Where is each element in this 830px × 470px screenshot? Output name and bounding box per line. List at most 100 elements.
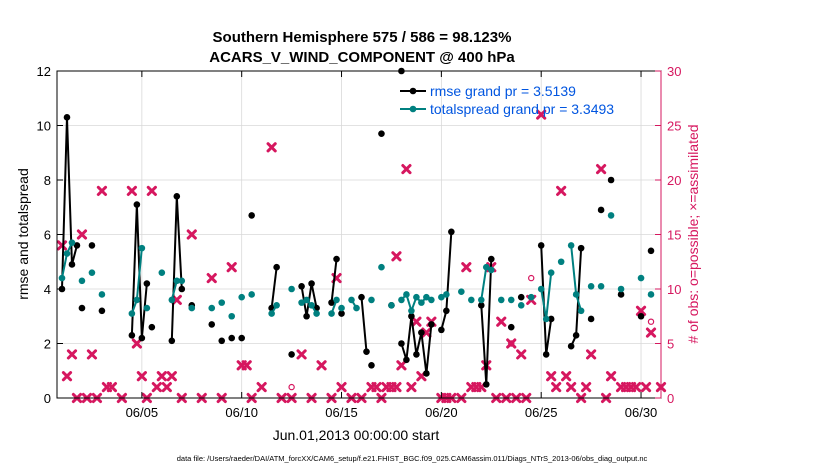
x-tick-label: 06/30 [625, 405, 658, 420]
x-axis-label: Jun.01,2013 00:00:00 start [273, 427, 440, 443]
obs-assimilated-cross [551, 382, 562, 393]
grid-layer [57, 71, 661, 398]
spread-point [428, 296, 435, 304]
rmse-point [328, 299, 335, 306]
obs-assimilated-cross [131, 338, 142, 349]
y-left-tick-label: 0 [44, 391, 51, 406]
obs-assimilated-marker [396, 360, 407, 371]
spread-point [567, 242, 575, 249]
y-right-tick-label: 20 [667, 173, 681, 188]
obs-assimilated-cross [146, 185, 157, 196]
spread-point [158, 269, 166, 276]
rmse-point [173, 193, 181, 200]
spread-point [338, 304, 345, 312]
obs-assimilated-cross [635, 305, 647, 316]
spread-point [348, 296, 355, 304]
spread-point [218, 299, 226, 306]
obs-assimilated-marker [161, 382, 172, 393]
obs-assimilated-cross [336, 382, 347, 393]
rmse-point [68, 261, 76, 268]
spread-point [208, 304, 216, 312]
obs-assimilated-cross [126, 185, 137, 196]
spread-point [477, 296, 485, 304]
spread-point [378, 263, 385, 271]
data-file-footer: data file: /Users/raeder/DAI/ATM_forcXX/… [177, 454, 648, 463]
y-right-tick-label: 25 [667, 119, 681, 134]
rmse-point [537, 242, 545, 249]
rmse-point [303, 312, 310, 320]
obs-assimilated-cross [561, 371, 572, 382]
obs-assimilated-cross [630, 382, 642, 393]
x-tick-label: 06/15 [325, 405, 358, 420]
rmse-point [378, 130, 385, 137]
obs-assimilated-cross [411, 316, 422, 327]
obs-assimilated-marker [640, 382, 652, 393]
obs-assimilated-marker [156, 371, 167, 382]
rmse-point [637, 312, 645, 320]
obs-assimilated-marker [171, 294, 182, 305]
obs-assimilated-cross [556, 185, 567, 196]
obs-assimilated-cross [171, 294, 182, 305]
y-left-tick-label: 4 [44, 282, 51, 297]
spread-point [482, 263, 490, 271]
rmse-point [98, 307, 106, 315]
obs-assimilated-marker [86, 349, 98, 360]
obs-assimilated-marker [126, 185, 137, 196]
spread-point [418, 299, 425, 306]
spread-point [128, 310, 136, 317]
obs-assimilated-marker [401, 164, 412, 175]
obs-possible-marker [288, 383, 295, 391]
obs-assimilated-cross [536, 109, 547, 120]
obs-assimilated-cross [605, 371, 617, 382]
rmse-point [208, 321, 216, 328]
obs-assimilated-marker [605, 371, 617, 382]
spread-point [173, 277, 181, 285]
y-left-tick-label: 8 [44, 173, 51, 188]
legend-rmse-marker [409, 87, 417, 95]
rmse-line [270, 267, 278, 309]
obs-assimilated-cross [56, 240, 68, 251]
obs-assimilated-cross [396, 360, 407, 371]
rmse-point [403, 356, 410, 364]
spread-point [368, 296, 375, 304]
obs-assimilated-cross [401, 164, 412, 175]
obs-assimilated-cross [506, 338, 517, 349]
y-left-tick-label: 12 [37, 64, 51, 79]
spread-point [497, 296, 505, 304]
spread-point [333, 296, 340, 304]
obs-assimilated-marker [206, 273, 217, 284]
obs-assimilated-marker [391, 251, 402, 262]
obs-assimilated-cross [595, 164, 607, 175]
rmse-point [363, 348, 370, 355]
rmse-point [418, 329, 425, 336]
rmse-point [423, 370, 430, 377]
obs-assimilated-cross [516, 349, 527, 360]
obs-assimilated-marker [536, 109, 547, 120]
spread-point [607, 212, 615, 219]
obs-assimilated-cross [66, 349, 78, 360]
legend-rmse-label: rmse grand pr = 3.5139 [430, 83, 576, 99]
spread-point [308, 302, 315, 309]
spread-point [438, 293, 445, 301]
obs-assimilated-cross [161, 382, 172, 393]
rmse-point [577, 244, 585, 252]
obs-assimilated-cross [566, 382, 577, 393]
rmse-point [647, 247, 655, 255]
rmse-point [477, 302, 485, 309]
rmse-point [273, 263, 280, 271]
obs-assimilated-cross [371, 382, 382, 393]
x-tick-label: 06/20 [425, 405, 458, 420]
y-right-tick-label: 0 [667, 391, 674, 406]
obs-count-layer [56, 109, 667, 404]
obs-assimilated-cross [581, 382, 592, 393]
spread-point [547, 269, 555, 276]
rmse-point [248, 212, 255, 219]
rmse-point [607, 176, 615, 184]
chart-title-line1: Southern Hemisphere 575 / 586 = 98.123% [213, 29, 512, 46]
rmse-point [168, 337, 176, 345]
obs-assimilated-marker [256, 382, 267, 393]
obs-assimilated-cross [86, 349, 98, 360]
rmse-line [360, 297, 368, 352]
obs-assimilated-cross [421, 327, 432, 338]
